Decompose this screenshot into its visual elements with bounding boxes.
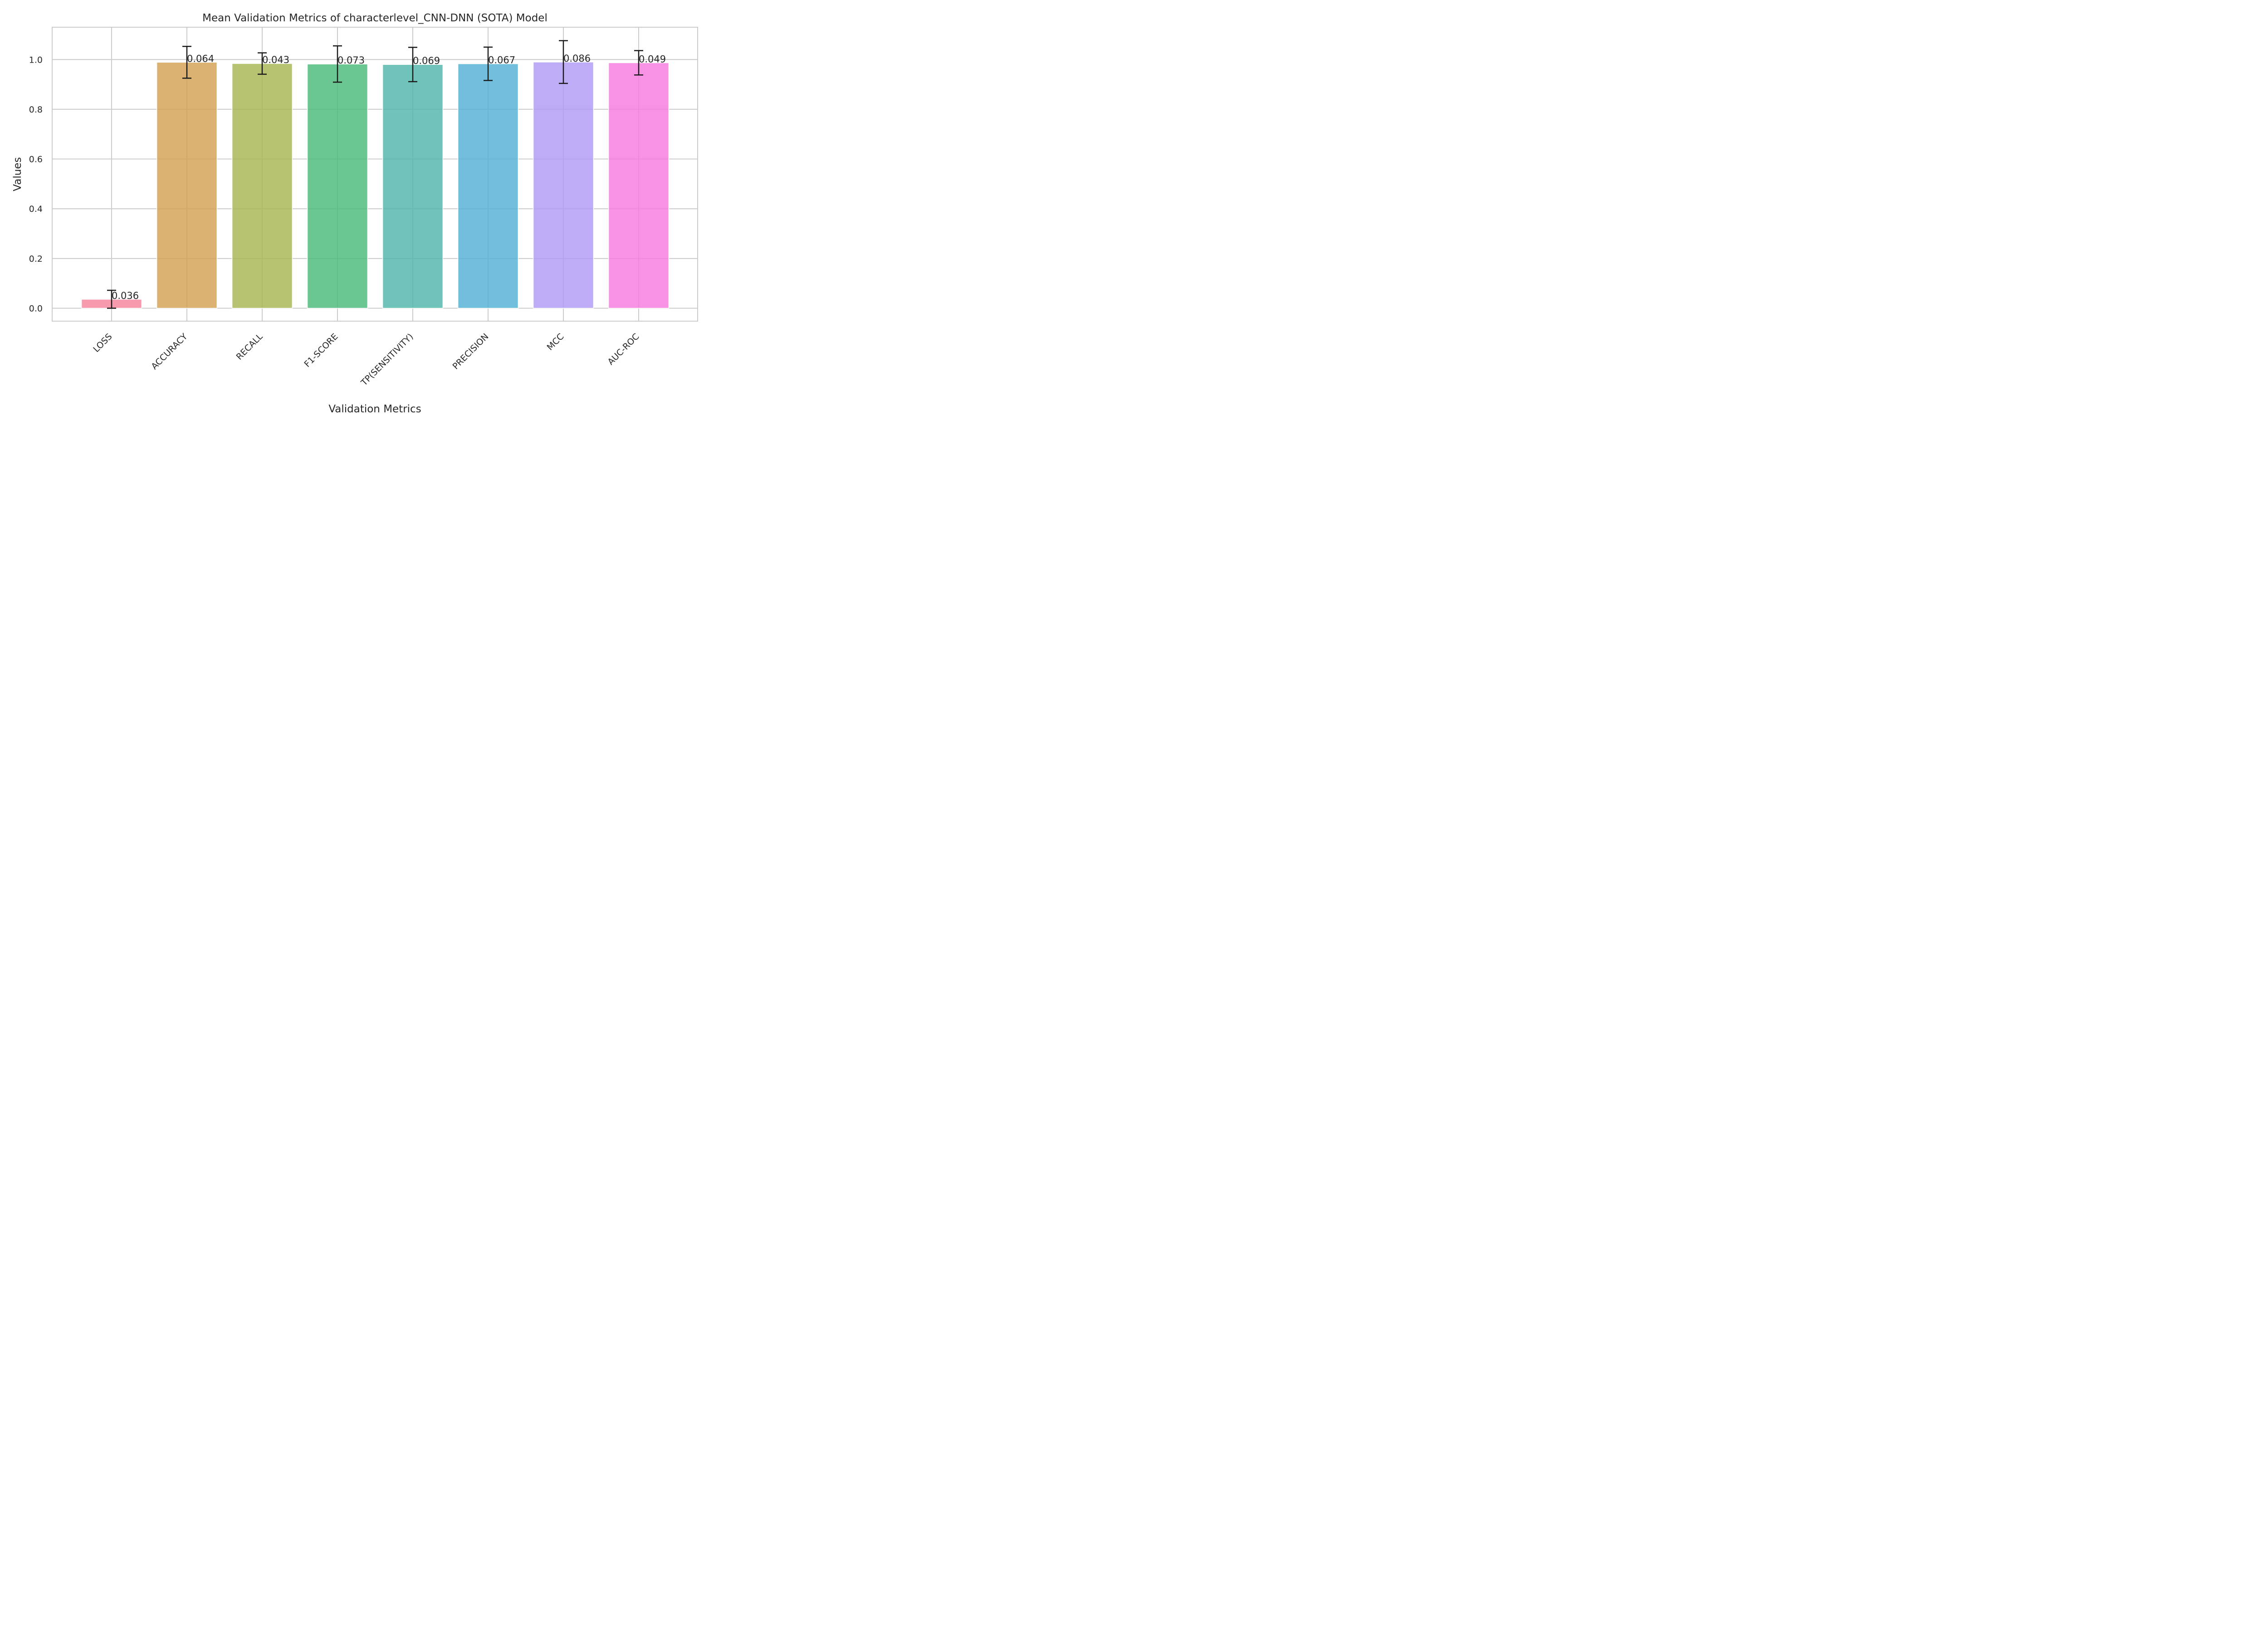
data-label: 0.086 [563,53,591,64]
bar [156,62,218,309]
data-label: 0.069 [413,55,440,66]
data-label: 0.036 [112,290,139,301]
chart-title: Mean Validation Metrics of characterleve… [202,12,547,24]
data-label: 0.043 [262,54,289,65]
bar-chart: 0.036 0.064 0.043 0.073 0.069 0.067 0.086 0.049… [0,0,708,425]
y-tick-label: 0.2 [29,254,43,264]
bar [457,63,519,309]
y-tick-label: 0.4 [29,204,43,214]
y-axis-label: Values [12,157,24,191]
data-label: 0.064 [187,53,214,64]
bar [231,63,293,309]
y-tick-label: 0.8 [29,105,43,115]
y-tick-label: 0.6 [29,155,43,165]
bar [307,64,368,309]
y-tick-label: 0.0 [29,303,43,313]
y-tick-label: 1.0 [29,55,43,65]
data-label: 0.073 [337,55,365,66]
error-bars [107,40,643,309]
bar [608,62,670,309]
bar [533,62,594,309]
plot-frame [52,27,698,322]
x-axis-label: Validation Metrics [328,403,421,415]
data-labels: 0.036 0.064 0.043 0.073 0.069 0.067 0.086 0.049 [112,53,666,301]
data-label: 0.049 [639,54,666,64]
bar [382,64,444,309]
data-label: 0.067 [488,55,515,66]
y-tick-labels: 0.0 0.2 0.4 0.6 0.8 1.0 [29,55,43,313]
bars [81,62,670,309]
